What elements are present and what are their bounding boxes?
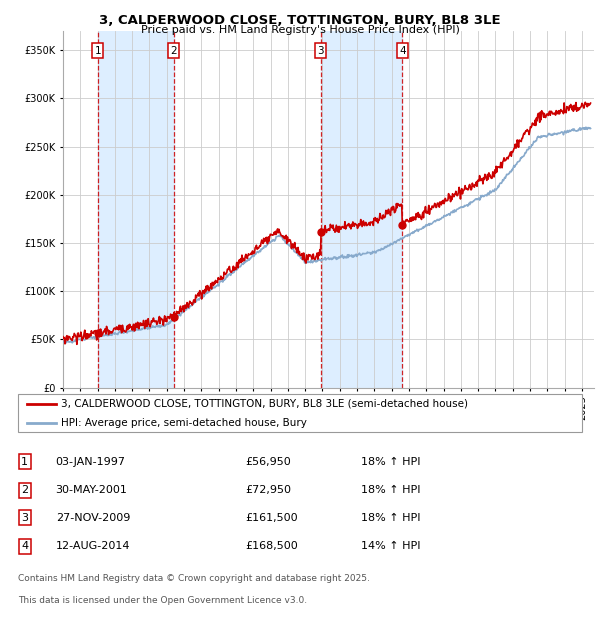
Text: 03-JAN-1997: 03-JAN-1997: [56, 457, 125, 467]
Text: 4: 4: [399, 46, 406, 56]
Text: £72,950: £72,950: [245, 485, 291, 495]
Text: HPI: Average price, semi-detached house, Bury: HPI: Average price, semi-detached house,…: [61, 418, 307, 428]
Text: 3: 3: [317, 46, 324, 56]
Text: 2: 2: [21, 485, 28, 495]
Text: 30-MAY-2001: 30-MAY-2001: [56, 485, 128, 495]
Text: 3, CALDERWOOD CLOSE, TOTTINGTON, BURY, BL8 3LE: 3, CALDERWOOD CLOSE, TOTTINGTON, BURY, B…: [99, 14, 501, 27]
Text: 4: 4: [21, 541, 28, 551]
Text: 18% ↑ HPI: 18% ↑ HPI: [361, 457, 421, 467]
Text: £168,500: £168,500: [245, 541, 298, 551]
Text: 3: 3: [22, 513, 28, 523]
Text: 1: 1: [94, 46, 101, 56]
Text: 18% ↑ HPI: 18% ↑ HPI: [361, 485, 421, 495]
Text: 3, CALDERWOOD CLOSE, TOTTINGTON, BURY, BL8 3LE (semi-detached house): 3, CALDERWOOD CLOSE, TOTTINGTON, BURY, B…: [61, 399, 469, 409]
Text: £161,500: £161,500: [245, 513, 298, 523]
Text: 14% ↑ HPI: 14% ↑ HPI: [361, 541, 421, 551]
Text: Price paid vs. HM Land Registry's House Price Index (HPI): Price paid vs. HM Land Registry's House …: [140, 25, 460, 35]
Text: 27-NOV-2009: 27-NOV-2009: [56, 513, 130, 523]
Text: This data is licensed under the Open Government Licence v3.0.: This data is licensed under the Open Gov…: [18, 596, 307, 606]
Text: 12-AUG-2014: 12-AUG-2014: [56, 541, 130, 551]
FancyBboxPatch shape: [18, 394, 583, 432]
Text: 1: 1: [22, 457, 28, 467]
Bar: [98, 31, 174, 388]
Text: 2: 2: [170, 46, 177, 56]
Bar: [321, 31, 403, 388]
Text: Contains HM Land Registry data © Crown copyright and database right 2025.: Contains HM Land Registry data © Crown c…: [18, 574, 370, 583]
Text: 18% ↑ HPI: 18% ↑ HPI: [361, 513, 421, 523]
Text: £56,950: £56,950: [245, 457, 290, 467]
